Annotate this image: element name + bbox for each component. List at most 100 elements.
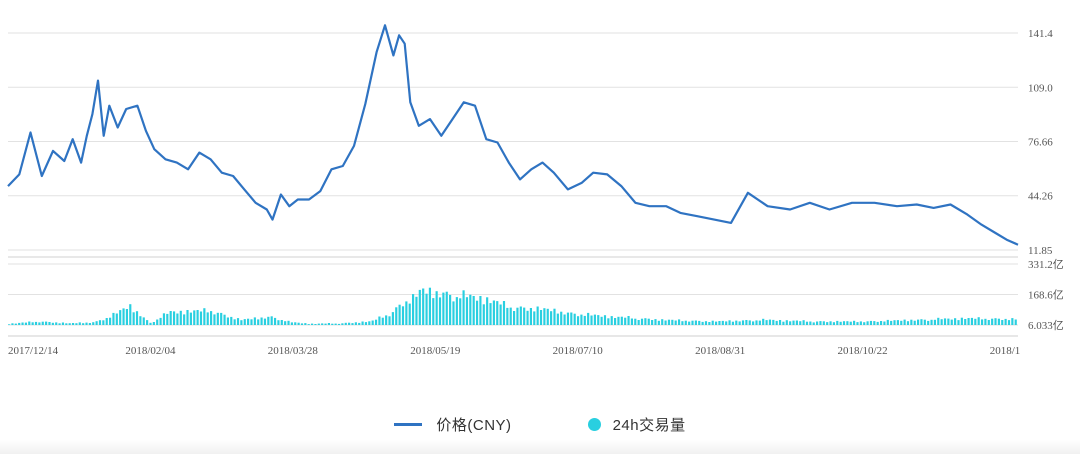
volume-bar (536, 306, 539, 325)
price-swatch (394, 422, 423, 426)
volume-bar (964, 319, 967, 325)
volume-bar (132, 312, 135, 325)
volume-bar (438, 297, 442, 325)
volume-bar (580, 314, 583, 325)
volume-bar (422, 288, 425, 325)
volume-bar (651, 320, 654, 325)
volume-bar (41, 321, 44, 325)
legend-volume[interactable]: 24h交易量 (587, 414, 686, 435)
volume-bar (954, 318, 957, 325)
volume-bar (617, 316, 620, 325)
volume-bar (587, 312, 590, 325)
volume-bar (8, 324, 11, 325)
volume-bar (412, 294, 415, 325)
volume-bar (970, 317, 974, 325)
volume-bar (449, 294, 452, 325)
volume-bar (893, 320, 896, 325)
volume-bar (78, 322, 81, 325)
volume-bar (236, 318, 240, 325)
volume-bar (634, 318, 637, 325)
volume-bar (492, 300, 495, 325)
volume-bar (82, 323, 85, 325)
volume-bar (977, 317, 980, 325)
volume-bar (455, 297, 458, 325)
volume-bar (698, 320, 701, 325)
volume-bar (112, 312, 115, 325)
volume-bar (425, 293, 428, 325)
volume-bar (607, 318, 610, 325)
volume-bar (640, 318, 644, 325)
volume-bar (836, 320, 839, 325)
volume-bar (593, 314, 596, 325)
volume-bar (479, 296, 482, 325)
volume-bar (489, 303, 492, 325)
y-tick-label: 44.26 (1028, 191, 1053, 203)
volume-bar (368, 321, 371, 325)
volume-bar (243, 319, 246, 325)
volume-bar (940, 319, 943, 325)
volume-bar (826, 322, 829, 325)
volume-bar (765, 320, 768, 325)
volume-bar (388, 316, 391, 325)
volume-bar (664, 320, 667, 325)
x-tick-label: 2017/12/14 (8, 345, 59, 357)
volume-bar (324, 323, 327, 325)
volume-bar (166, 313, 169, 325)
volume-bar (273, 317, 277, 325)
volume-bar (294, 322, 297, 325)
volume-bar (728, 320, 731, 325)
volume-bar (597, 315, 600, 325)
y-axis-labels: 141.4 109.0 76.66 44.26 11.85 (1028, 28, 1053, 257)
volume-bar (886, 319, 889, 325)
volume-bar (68, 323, 71, 325)
x-tick-label: 2018/03/28 (268, 345, 319, 357)
volume-bar (193, 310, 196, 325)
legend-price[interactable]: 价格(CNY) (394, 414, 511, 435)
volume-bar (475, 300, 479, 325)
volume-bar (570, 312, 573, 325)
volume-bar (654, 319, 657, 325)
volume-bar (348, 322, 351, 325)
volume-bar (445, 291, 448, 325)
volume-bar (533, 311, 536, 325)
volume-bar (24, 322, 27, 325)
volume-bar (573, 313, 576, 325)
volume-bar (913, 320, 916, 325)
volume-bar (873, 321, 876, 325)
price-line (7, 24, 1019, 246)
volume-bar (704, 321, 708, 325)
volume-bar (745, 320, 748, 325)
volume-bar (287, 320, 290, 325)
volume-bar (247, 318, 250, 325)
volume-bar (795, 320, 798, 325)
volume-bar (98, 320, 102, 325)
volume-bar (839, 321, 842, 325)
volume-bar (950, 319, 953, 325)
volume-bar (38, 322, 41, 325)
volume-bar (738, 321, 741, 325)
volume-bar (203, 308, 206, 325)
volume-bar (176, 313, 179, 325)
volume-bar (610, 316, 613, 325)
volume-bar (210, 311, 213, 325)
volume-bar (879, 321, 883, 325)
x-tick-label: 2018/07/10 (553, 345, 604, 357)
volume-bar (257, 319, 260, 325)
volume-bar (122, 308, 125, 325)
volume-bar (890, 320, 893, 325)
x-tick-label: 2018/02/04 (125, 345, 176, 357)
volume-bar (462, 290, 465, 325)
volume-bar (667, 319, 671, 325)
volume-bar (1004, 318, 1007, 325)
volume-bar (314, 324, 317, 325)
volume-bar (829, 321, 832, 325)
volume-bar (452, 301, 455, 325)
volume-bar (233, 319, 236, 325)
volume-bar (196, 310, 199, 325)
volume-bar (408, 303, 411, 325)
volume-axis-labels: 331.2亿 168.6亿 6.033亿 (1028, 258, 1064, 332)
volume-bar (115, 313, 118, 325)
volume-bar (691, 320, 694, 325)
volume-bar (677, 319, 681, 325)
volume-bar (671, 319, 674, 325)
